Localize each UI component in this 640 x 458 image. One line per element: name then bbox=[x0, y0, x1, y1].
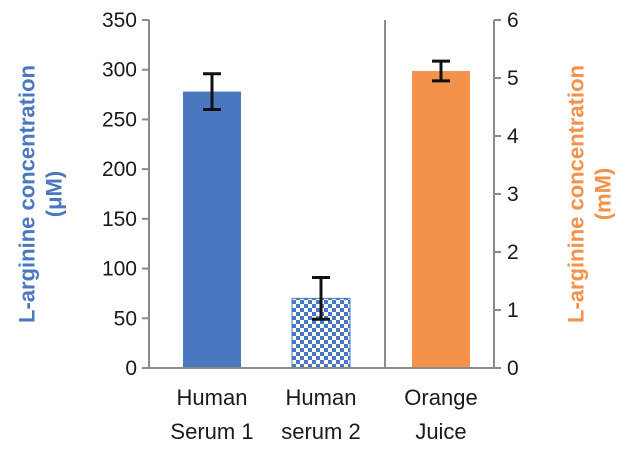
right-tick-label: 3 bbox=[507, 183, 519, 206]
right-tick-label: 0 bbox=[507, 357, 519, 380]
right-axis-title: (mM) bbox=[591, 168, 616, 221]
left-tick-label: 300 bbox=[102, 59, 137, 82]
left-tick-label: 50 bbox=[114, 307, 137, 330]
right-axis-title: L-arginine concentration bbox=[564, 65, 589, 323]
left-tick-label: 350 bbox=[102, 9, 137, 32]
right-tick-label: 5 bbox=[507, 67, 519, 90]
left-tick-label: 150 bbox=[102, 208, 137, 231]
left-tick-label: 250 bbox=[102, 108, 137, 131]
right-tick-label: 2 bbox=[507, 241, 519, 264]
left-axis-title: L-arginine concentration bbox=[15, 65, 40, 323]
right-tick-label: 1 bbox=[507, 299, 519, 322]
category-label: Serum 1 bbox=[170, 419, 253, 444]
right-tick-label: 6 bbox=[507, 9, 519, 32]
category-label: Human bbox=[286, 385, 357, 410]
plot-area: 0 50 100 150 200 250 300 350 0 1 2 3 4 5 6 Human Serum 1… bbox=[15, 9, 616, 444]
left-tick-label: 200 bbox=[102, 158, 137, 181]
right-tick-label: 4 bbox=[507, 125, 519, 148]
bar-3 bbox=[412, 71, 470, 368]
bar-1 bbox=[183, 91, 241, 369]
left-tick-label: 0 bbox=[125, 357, 137, 380]
category-label: serum 2 bbox=[281, 419, 360, 444]
category-label: Juice bbox=[415, 419, 466, 444]
left-tick-label: 100 bbox=[102, 258, 137, 281]
left-axis-title: (μM) bbox=[42, 171, 67, 217]
category-label: Human bbox=[177, 385, 248, 410]
category-label: Orange bbox=[404, 385, 477, 410]
